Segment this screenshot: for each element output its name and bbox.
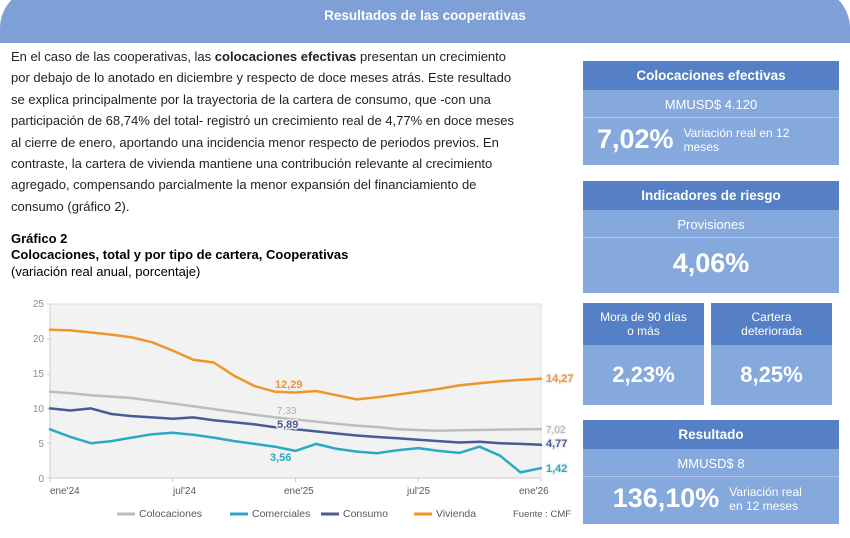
svg-text:Consumo: Consumo <box>343 508 388 520</box>
svg-text:7,33: 7,33 <box>277 406 297 417</box>
svg-text:3,56: 3,56 <box>270 452 291 464</box>
svg-text:Comerciales: Comerciales <box>252 508 310 520</box>
svg-text:20: 20 <box>33 334 45 345</box>
svg-text:25: 25 <box>33 299 45 310</box>
svg-text:jul'24: jul'24 <box>172 486 196 497</box>
svg-text:ene'25: ene'25 <box>284 486 314 497</box>
svg-text:10: 10 <box>33 404 45 415</box>
svg-text:Vivienda: Vivienda <box>436 508 476 520</box>
svg-text:jul'25: jul'25 <box>406 486 430 497</box>
svg-text:Fuente : CMF: Fuente : CMF <box>513 509 571 520</box>
svg-text:0: 0 <box>38 474 44 485</box>
svg-text:ene'24: ene'24 <box>50 486 80 497</box>
svg-text:4,77: 4,77 <box>546 438 567 450</box>
svg-text:Colocaciones: Colocaciones <box>139 508 202 520</box>
svg-text:5: 5 <box>38 439 44 450</box>
svg-text:15: 15 <box>33 369 45 380</box>
svg-text:5,89: 5,89 <box>277 419 298 431</box>
svg-text:12,29: 12,29 <box>275 379 303 391</box>
svg-text:1,42: 1,42 <box>546 463 567 475</box>
svg-text:14,27: 14,27 <box>546 373 574 385</box>
svg-text:ene'26: ene'26 <box>519 486 549 497</box>
svg-text:7,02: 7,02 <box>546 425 566 436</box>
